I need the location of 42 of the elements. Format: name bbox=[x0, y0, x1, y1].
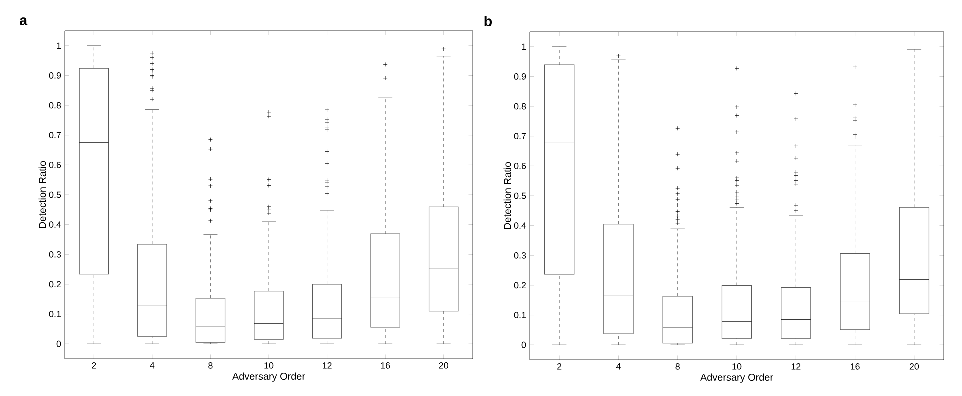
x-tick-label: 16 bbox=[850, 364, 860, 370]
y-tick-label: 0.5 bbox=[514, 192, 526, 200]
x-axis-title: Adversary Order bbox=[232, 372, 306, 382]
x-tick-label: 4 bbox=[616, 364, 621, 370]
x-tick-label: 2 bbox=[558, 364, 562, 370]
y-tick-label: 0.1 bbox=[514, 312, 526, 318]
x-tick-label: 8 bbox=[208, 362, 213, 369]
x-tick-label: 4 bbox=[150, 362, 155, 369]
y-tick-label: 1 bbox=[57, 42, 62, 49]
y-tick-label: 0.5 bbox=[49, 192, 62, 198]
x-tick-label: 20 bbox=[910, 364, 920, 370]
y-tick-label: 0.8 bbox=[514, 103, 526, 110]
x-tick-label: 12 bbox=[792, 364, 801, 370]
y-tick-label: 0.4 bbox=[49, 222, 62, 228]
y-tick-label: 0.8 bbox=[49, 102, 62, 109]
chart-title: b bbox=[484, 16, 492, 26]
x-tick-label: 10 bbox=[264, 362, 274, 369]
y-tick-label: 0.7 bbox=[514, 133, 526, 140]
x-tick-label: 2 bbox=[92, 362, 96, 369]
y-tick-label: 0.3 bbox=[49, 251, 62, 258]
y-tick-label: 0 bbox=[522, 342, 526, 348]
y-tick-label: 0.9 bbox=[49, 72, 62, 79]
y-axis-title: Detection Ratio bbox=[38, 161, 46, 228]
y-tick-label: 0 bbox=[56, 340, 62, 348]
y-tick-label: 0.7 bbox=[49, 132, 62, 139]
x-tick-label: 10 bbox=[732, 364, 742, 370]
y-tick-label: 0.2 bbox=[514, 282, 526, 289]
y-tick-label: 0.9 bbox=[514, 74, 526, 80]
y-tick-label: 0.2 bbox=[49, 281, 62, 288]
x-axis-title: Adversary Order bbox=[700, 374, 774, 383]
chart-title: a bbox=[20, 18, 28, 26]
y-tick-label: 1 bbox=[522, 44, 526, 50]
x-tick-label: 8 bbox=[676, 364, 680, 370]
y-tick-label: 0.1 bbox=[49, 311, 62, 318]
y-tick-label: 0.6 bbox=[514, 163, 526, 170]
x-tick-label: 16 bbox=[381, 362, 390, 369]
x-tick-label: 20 bbox=[439, 362, 448, 369]
y-axis-title: Detection Ratio bbox=[504, 162, 512, 230]
y-tick-label: 0.6 bbox=[49, 162, 62, 168]
x-tick-label: 12 bbox=[322, 362, 332, 369]
y-tick-label: 0.3 bbox=[514, 252, 526, 259]
y-tick-label: 0.4 bbox=[514, 222, 526, 229]
